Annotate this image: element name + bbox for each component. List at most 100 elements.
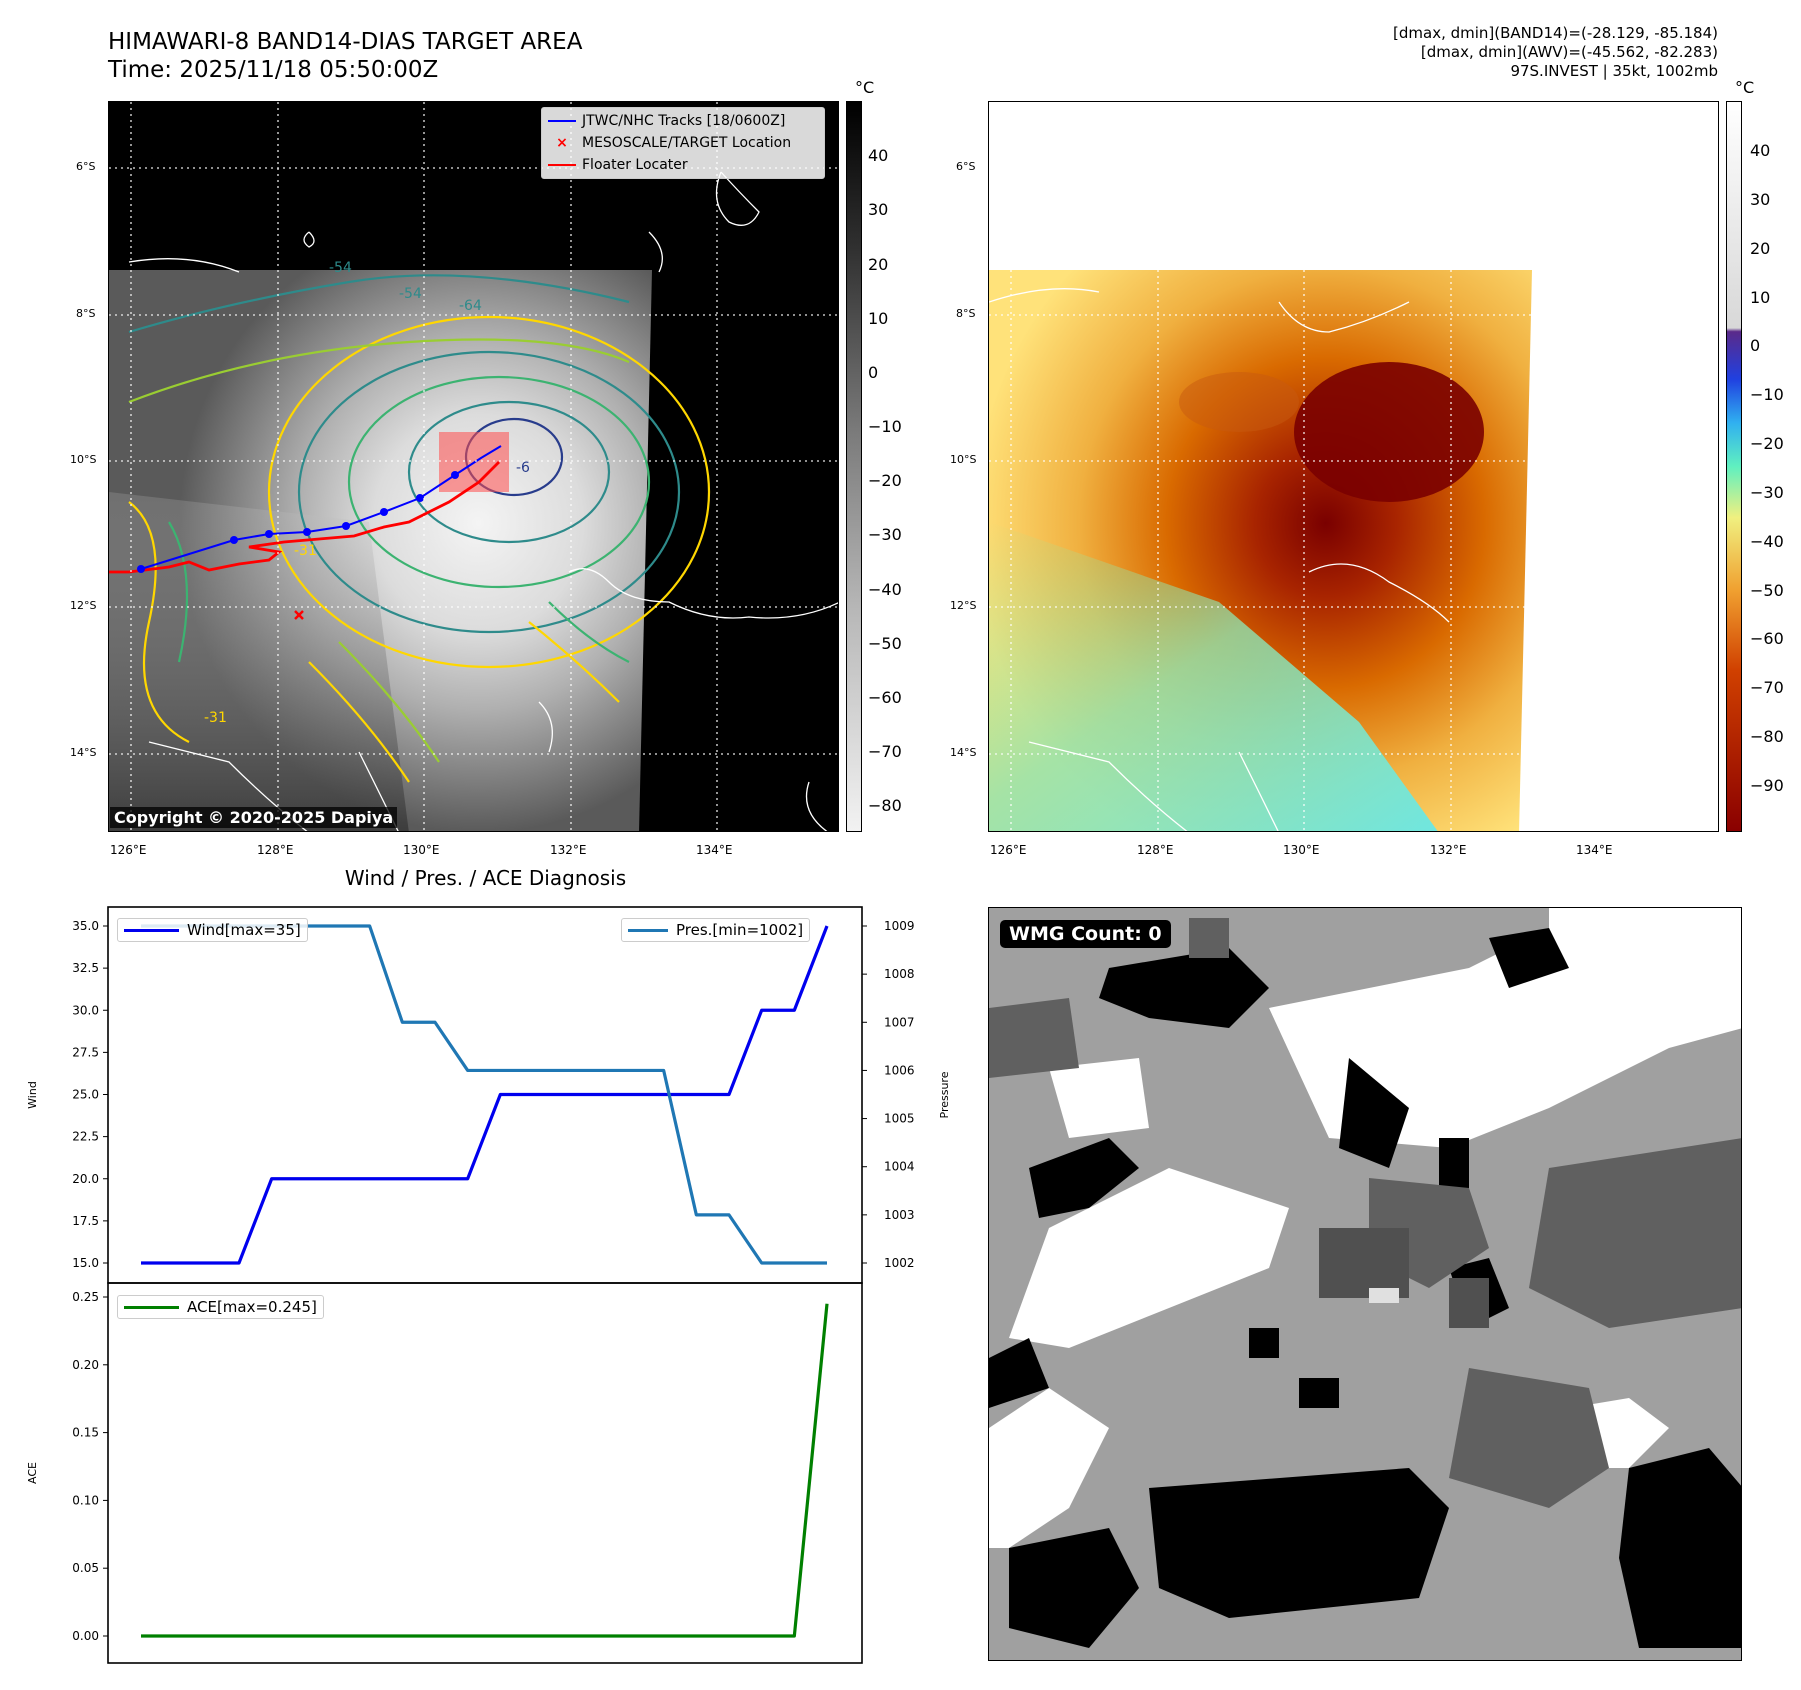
figure-time: Time: 2025/11/18 05:50:00Z <box>108 57 439 83</box>
wind-legend: Wind[max=35] <box>117 918 308 942</box>
lat-label: 8°S <box>76 307 96 320</box>
cbar-tick: −20 <box>1750 434 1784 453</box>
cbar-tick: −50 <box>868 634 902 653</box>
pressure-tick-label: 1004 <box>884 1160 915 1174</box>
cbar-tick: −70 <box>868 742 902 761</box>
ace-tick-label: 0.20 <box>72 1358 99 1372</box>
lat-label: 6°S <box>956 160 976 173</box>
cbar-tick: −60 <box>868 688 902 707</box>
lon-label: 132°E <box>550 843 587 857</box>
cbar-tick: 10 <box>1750 288 1771 307</box>
copyright-notice: Copyright © 2020-2025 Dapiya <box>110 807 398 828</box>
pressure-tick-label: 1006 <box>884 1063 915 1077</box>
contour-label: -54 <box>329 260 352 276</box>
wind-axis-label: Wind <box>26 1081 39 1109</box>
pressure-tick-label: 1007 <box>884 1015 915 1029</box>
cbar-tick: 0 <box>868 363 879 382</box>
cbar-tick: −10 <box>868 417 902 436</box>
lat-label: 12°S <box>70 599 97 612</box>
wind-tick-label: 30.0 <box>72 1003 99 1017</box>
cbar-tick: −30 <box>868 525 902 544</box>
pressure-tick-label: 1002 <box>884 1256 915 1270</box>
cbar-tick: 30 <box>868 200 889 219</box>
cbar-tick: −10 <box>1750 385 1784 404</box>
map-legend: JTWC/NHC Tracks [18/0600Z] × MESOSCALE/TA… <box>541 107 825 179</box>
wind-pressure-axes-frame <box>107 906 863 1284</box>
lat-label: 8°S <box>956 307 976 320</box>
cbar-tick: −90 <box>1750 776 1784 795</box>
lat-label: 10°S <box>70 453 97 466</box>
lat-label: 14°S <box>70 746 97 759</box>
ace-tick-label: 0.25 <box>72 1290 99 1304</box>
left-colorbar-unit: °C <box>855 78 875 97</box>
wmg-image <box>989 908 1741 1648</box>
ace-tick-label: 0.00 <box>72 1629 99 1643</box>
lon-label: 128°E <box>257 843 294 857</box>
contour-label: -31 <box>294 543 317 559</box>
cbar-tick: 20 <box>868 255 889 274</box>
cbar-tick: 10 <box>868 309 889 328</box>
pres-legend: Pres.[min=1002] <box>621 918 811 942</box>
lon-label: 132°E <box>1430 843 1467 857</box>
storm-info: 97S.INVEST | 35kt, 1002mb <box>1510 62 1718 80</box>
wmg-panel[interactable] <box>988 907 1742 1661</box>
lon-label: 126°E <box>110 843 147 857</box>
figure-title: HIMAWARI-8 BAND14-DIAS TARGET AREA <box>108 29 583 55</box>
awv-range: [dmax, dmin](AWV)=(-45.562, -82.283) <box>1420 43 1718 61</box>
pressure-tick-label: 1008 <box>884 967 915 981</box>
ace-tick-label: 0.05 <box>72 1561 99 1575</box>
cbar-tick: 40 <box>1750 141 1771 160</box>
ace-axes-frame <box>107 1282 863 1664</box>
lat-label: 6°S <box>76 160 96 173</box>
cbar-tick: −80 <box>868 796 902 815</box>
cbar-tick: 30 <box>1750 190 1771 209</box>
wind-tick-label: 20.0 <box>72 1172 99 1186</box>
ir-map-panel[interactable]: -54 -64 -54 -31 -31 -6 JTWC/NHC Tracks [… <box>108 101 839 832</box>
cbar-tick: −40 <box>868 580 902 599</box>
diagnosis-chart: 35.0 32.5 30.0 27.5 25.0 22.5 20.0 17.5 15.0 1009… <box>26 906 951 1664</box>
target-location-marker <box>294 610 304 620</box>
lat-label: 14°S <box>950 746 977 759</box>
wind-tick-label: 35.0 <box>72 919 99 933</box>
lat-label: 10°S <box>950 453 977 466</box>
ir-map-image: -54 -64 -54 -31 -31 -6 <box>109 102 838 831</box>
lon-label: 130°E <box>403 843 440 857</box>
contour-label: -64 <box>459 298 482 314</box>
cbar-tick: −70 <box>1750 678 1784 697</box>
pres-legend-label: Pres.[min=1002] <box>676 921 804 939</box>
ace-legend: ACE[max=0.245] <box>117 1295 324 1319</box>
cbar-tick: 40 <box>868 146 889 165</box>
left-colorbar <box>846 101 862 832</box>
pressure-tick-label: 1005 <box>884 1112 915 1126</box>
awv-map-image <box>989 102 1718 831</box>
cbar-tick: 20 <box>1750 239 1771 258</box>
legend-tracks: JTWC/NHC Tracks [18/0600Z] <box>582 113 786 129</box>
contour-label: -54 <box>399 286 422 302</box>
pressure-axis-label: Pressure <box>938 1071 951 1118</box>
wind-tick-label: 25.0 <box>72 1088 99 1102</box>
legend-floater: Floater Locater <box>582 157 688 173</box>
lat-label: 12°S <box>950 599 977 612</box>
cbar-tick: 0 <box>1750 336 1761 355</box>
wind-tick-label: 22.5 <box>72 1130 99 1144</box>
cbar-tick: −80 <box>1750 727 1784 746</box>
right-colorbar-unit: °C <box>1735 78 1755 97</box>
wind-tick-label: 32.5 <box>72 961 99 975</box>
diagnosis-title: Wind / Pres. / ACE Diagnosis <box>344 866 627 890</box>
contour-label: -31 <box>204 710 227 726</box>
wind-tick-label: 27.5 <box>72 1045 99 1059</box>
band14-range: [dmax, dmin](BAND14)=(-28.129, -85.184) <box>1393 24 1718 42</box>
wind-tick-label: 15.0 <box>72 1256 99 1270</box>
ace-legend-label: ACE[max=0.245] <box>187 1298 317 1316</box>
wind-series-line <box>141 925 829 1265</box>
pressure-tick-label: 1003 <box>884 1208 915 1222</box>
right-colorbar <box>1726 101 1742 832</box>
lon-label: 128°E <box>1137 843 1174 857</box>
ace-series-line <box>141 1303 829 1638</box>
lon-label: 130°E <box>1283 843 1320 857</box>
ace-tick-label: 0.15 <box>72 1426 99 1440</box>
cbar-tick: −40 <box>1750 532 1784 551</box>
awv-map-panel[interactable] <box>988 101 1719 832</box>
cbar-tick: −30 <box>1750 483 1784 502</box>
pressure-tick-label: 1009 <box>884 919 915 933</box>
